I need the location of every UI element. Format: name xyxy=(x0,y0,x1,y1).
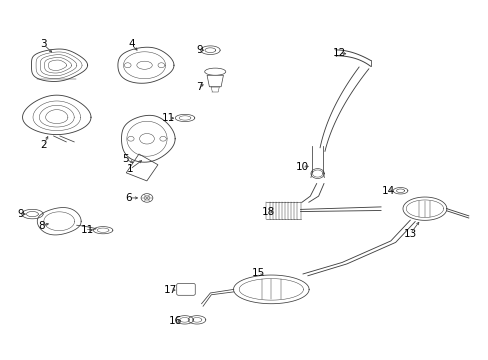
Text: 17: 17 xyxy=(163,285,177,295)
Text: 9: 9 xyxy=(17,209,23,219)
Polygon shape xyxy=(126,154,158,181)
Text: 7: 7 xyxy=(195,82,202,92)
Text: 10: 10 xyxy=(295,162,308,172)
Text: 16: 16 xyxy=(168,316,182,325)
Ellipse shape xyxy=(139,134,154,144)
Text: 12: 12 xyxy=(332,48,346,58)
Text: 5: 5 xyxy=(122,154,128,164)
Text: 18: 18 xyxy=(262,207,275,217)
Ellipse shape xyxy=(204,68,225,75)
Text: 4: 4 xyxy=(128,40,134,49)
Text: 3: 3 xyxy=(40,40,47,49)
Text: 15: 15 xyxy=(251,267,264,278)
Text: 8: 8 xyxy=(38,221,44,230)
Text: 2: 2 xyxy=(40,140,47,150)
Text: 1: 1 xyxy=(126,164,133,174)
FancyBboxPatch shape xyxy=(176,283,195,295)
Text: 11: 11 xyxy=(81,225,94,235)
Ellipse shape xyxy=(137,61,152,69)
Text: 14: 14 xyxy=(381,186,394,196)
Polygon shape xyxy=(206,75,223,87)
Text: 9: 9 xyxy=(196,45,203,55)
Text: 13: 13 xyxy=(403,229,416,239)
Text: 6: 6 xyxy=(125,193,131,203)
Text: 11: 11 xyxy=(162,113,175,123)
